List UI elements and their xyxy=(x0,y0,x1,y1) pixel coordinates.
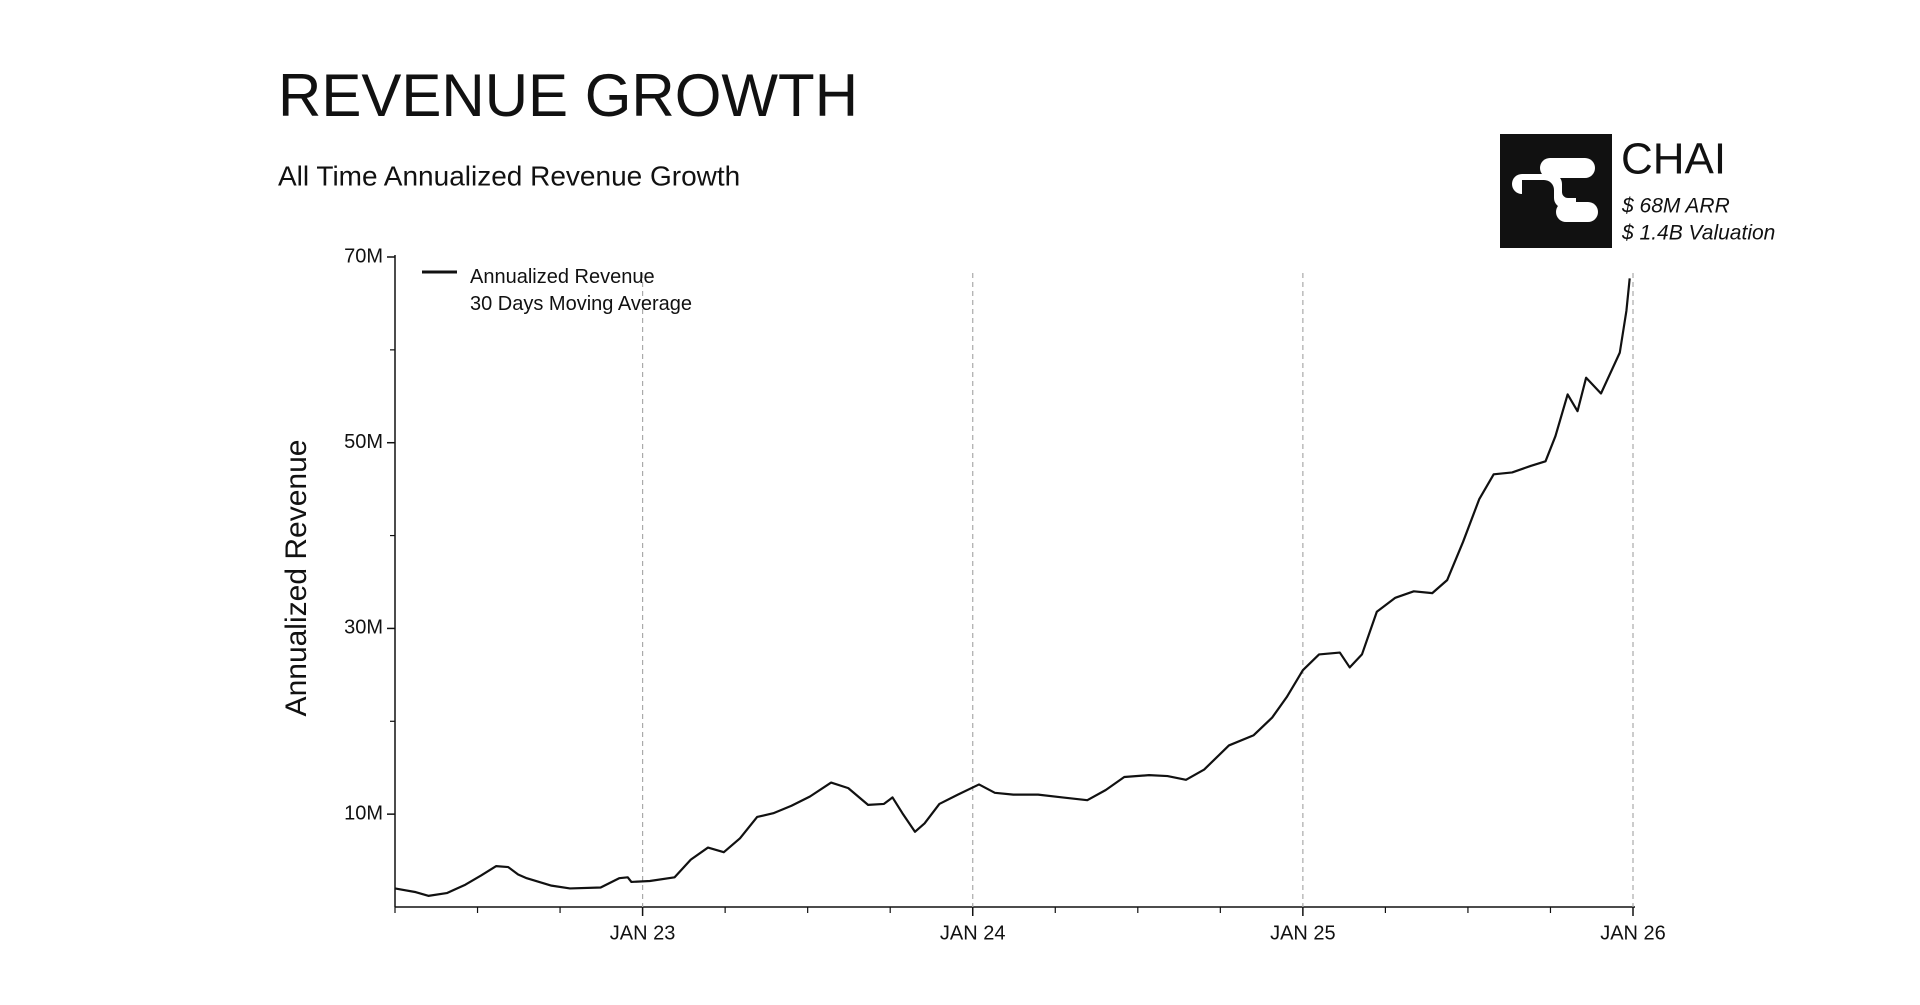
chart-subtitle: All Time Annualized Revenue Growth xyxy=(278,160,740,191)
x-tick-label: JAN 26 xyxy=(1600,922,1666,944)
company-valuation: $ 1.4B Valuation xyxy=(1621,222,1775,245)
chart-title: REVENUE GROWTH xyxy=(278,62,858,129)
logo-mark xyxy=(1540,158,1595,178)
y-axis-title: Annualized Revenue xyxy=(280,440,313,717)
y-tick-label: 70M xyxy=(344,245,383,267)
x-tick-label: JAN 23 xyxy=(610,922,676,944)
x-tick-label: JAN 24 xyxy=(940,922,1006,944)
company-arr: $ 68M ARR xyxy=(1621,195,1730,218)
series-line xyxy=(394,278,1631,897)
y-tick-label: 50M xyxy=(344,431,383,453)
y-tick-label: 30M xyxy=(344,617,383,639)
legend-label: Annualized Revenue 30 Days Moving Averag… xyxy=(470,266,692,315)
x-tick-label: JAN 25 xyxy=(1270,922,1336,944)
logo-mark xyxy=(1512,174,1576,208)
logo-mark xyxy=(1556,202,1598,222)
y-tick-label: 10M xyxy=(344,802,383,824)
company-name: CHAI xyxy=(1621,135,1726,184)
logo xyxy=(1500,134,1612,248)
